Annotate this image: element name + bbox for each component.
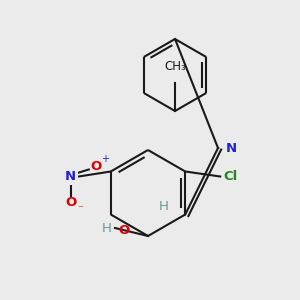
- Text: O: O: [65, 196, 76, 209]
- Text: CH₃: CH₃: [164, 60, 186, 73]
- Text: N: N: [226, 142, 237, 154]
- Text: +: +: [101, 154, 109, 164]
- Text: H: H: [158, 200, 168, 213]
- Text: N: N: [65, 170, 76, 183]
- Text: O: O: [118, 224, 129, 236]
- Text: H: H: [102, 221, 112, 235]
- Text: O: O: [90, 160, 101, 173]
- Text: ⁻: ⁻: [77, 205, 83, 214]
- Text: Cl: Cl: [223, 170, 238, 183]
